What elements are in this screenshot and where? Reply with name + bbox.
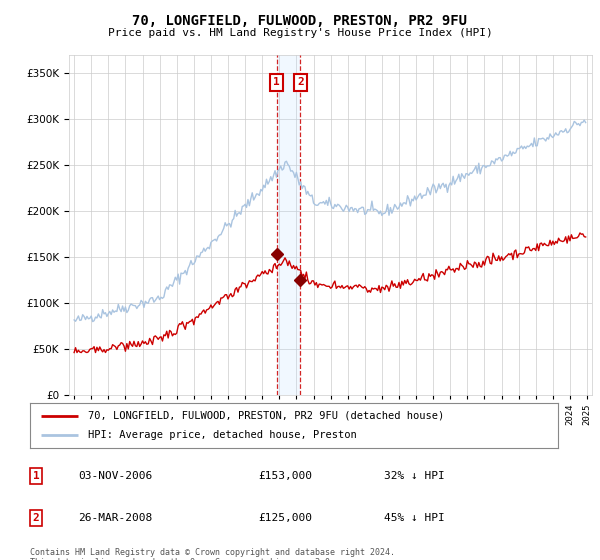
- Text: £153,000: £153,000: [258, 471, 312, 481]
- Text: 70, LONGFIELD, FULWOOD, PRESTON, PR2 9FU (detached house): 70, LONGFIELD, FULWOOD, PRESTON, PR2 9FU…: [88, 410, 445, 421]
- Text: 26-MAR-2008: 26-MAR-2008: [78, 513, 152, 523]
- Text: 2: 2: [297, 77, 304, 87]
- Text: 03-NOV-2006: 03-NOV-2006: [78, 471, 152, 481]
- Text: 1: 1: [273, 77, 280, 87]
- Text: Price paid vs. HM Land Registry's House Price Index (HPI): Price paid vs. HM Land Registry's House …: [107, 28, 493, 38]
- Text: 70, LONGFIELD, FULWOOD, PRESTON, PR2 9FU: 70, LONGFIELD, FULWOOD, PRESTON, PR2 9FU: [133, 14, 467, 28]
- Bar: [277, 55, 301, 395]
- Text: Contains HM Land Registry data © Crown copyright and database right 2024.
This d: Contains HM Land Registry data © Crown c…: [30, 548, 395, 560]
- Text: 2: 2: [32, 513, 40, 523]
- Text: 45% ↓ HPI: 45% ↓ HPI: [384, 513, 445, 523]
- Text: 1: 1: [32, 471, 40, 481]
- Text: 32% ↓ HPI: 32% ↓ HPI: [384, 471, 445, 481]
- Text: HPI: Average price, detached house, Preston: HPI: Average price, detached house, Pres…: [88, 431, 357, 441]
- Text: £125,000: £125,000: [258, 513, 312, 523]
